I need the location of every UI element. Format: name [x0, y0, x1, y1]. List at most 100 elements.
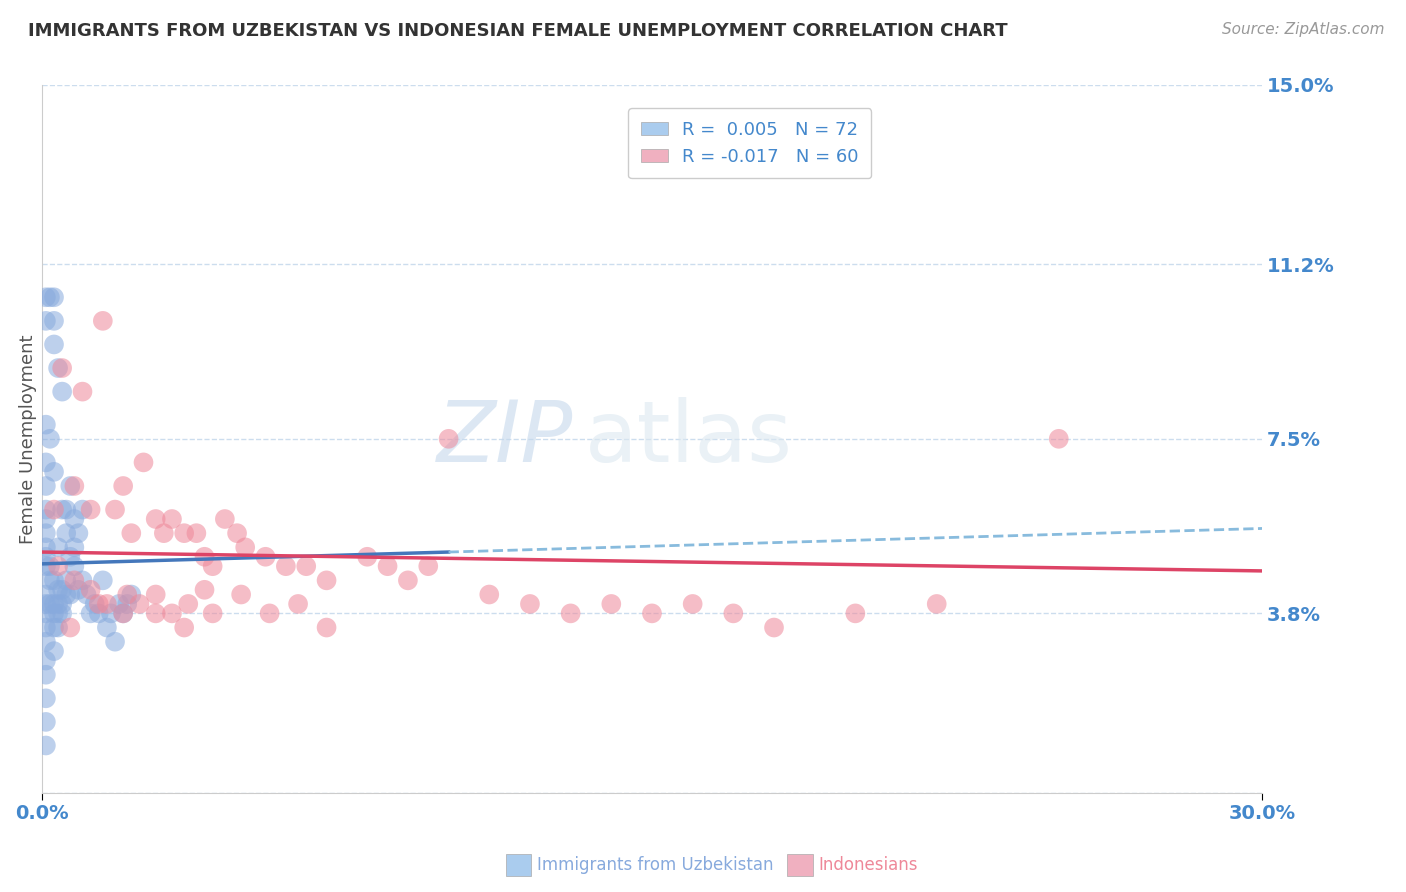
- Point: [35, 607, 58, 621]
- Point: [35, 739, 58, 753]
- Point: [35, 587, 58, 601]
- Point: [160, 512, 183, 526]
- Point: [51, 597, 73, 611]
- Point: [112, 479, 135, 493]
- Point: [72, 384, 94, 399]
- Point: [55, 526, 77, 541]
- Point: [396, 574, 419, 588]
- Point: [201, 607, 224, 621]
- Point: [35, 691, 58, 706]
- Text: Source: ZipAtlas.com: Source: ZipAtlas.com: [1222, 22, 1385, 37]
- Point: [35, 290, 58, 304]
- Point: [35, 314, 58, 328]
- Point: [160, 607, 183, 621]
- Point: [274, 559, 297, 574]
- Point: [55, 574, 77, 588]
- Y-axis label: Female Unemployment: Female Unemployment: [18, 334, 37, 543]
- Point: [1047, 432, 1070, 446]
- Point: [478, 587, 501, 601]
- Text: IMMIGRANTS FROM UZBEKISTAN VS INDONESIAN FEMALE UNEMPLOYMENT CORRELATION CHART: IMMIGRANTS FROM UZBEKISTAN VS INDONESIAN…: [28, 22, 1008, 40]
- Point: [59, 549, 82, 564]
- Point: [46, 607, 69, 621]
- Point: [79, 502, 101, 516]
- Point: [173, 621, 195, 635]
- Point: [63, 574, 86, 588]
- Point: [46, 361, 69, 376]
- Point: [112, 607, 135, 621]
- Point: [96, 597, 118, 611]
- Point: [35, 621, 58, 635]
- Point: [46, 597, 69, 611]
- Point: [59, 587, 82, 601]
- Point: [35, 597, 58, 611]
- Point: [132, 455, 155, 469]
- Point: [55, 502, 77, 516]
- Point: [35, 417, 58, 432]
- Point: [51, 607, 73, 621]
- Point: [145, 512, 167, 526]
- Point: [55, 587, 77, 601]
- Text: ZIP: ZIP: [436, 397, 572, 480]
- Point: [844, 607, 866, 621]
- Point: [100, 607, 122, 621]
- Point: [96, 621, 118, 635]
- Point: [67, 582, 90, 597]
- Point: [35, 667, 58, 681]
- Point: [35, 541, 58, 555]
- Point: [39, 597, 62, 611]
- Point: [560, 607, 582, 621]
- Point: [128, 597, 150, 611]
- Point: [115, 597, 138, 611]
- Point: [120, 587, 142, 601]
- Point: [83, 597, 105, 611]
- Point: [42, 314, 65, 328]
- Point: [35, 502, 58, 516]
- Point: [63, 559, 86, 574]
- Point: [35, 654, 58, 668]
- Point: [59, 479, 82, 493]
- Point: [42, 621, 65, 635]
- Point: [72, 502, 94, 516]
- Point: [641, 607, 664, 621]
- Point: [35, 559, 58, 574]
- Point: [377, 559, 399, 574]
- Point: [79, 582, 101, 597]
- Point: [145, 587, 167, 601]
- Point: [42, 597, 65, 611]
- Point: [46, 559, 69, 574]
- Point: [63, 541, 86, 555]
- Point: [226, 526, 249, 541]
- Point: [356, 549, 378, 564]
- Point: [35, 526, 58, 541]
- Point: [104, 502, 127, 516]
- Point: [193, 582, 215, 597]
- Point: [315, 574, 337, 588]
- Point: [42, 465, 65, 479]
- Point: [925, 597, 948, 611]
- Legend: R =  0.005   N = 72, R = -0.017   N = 60: R = 0.005 N = 72, R = -0.017 N = 60: [628, 108, 872, 178]
- Point: [51, 384, 73, 399]
- Point: [35, 634, 58, 648]
- Text: atlas: atlas: [585, 397, 793, 480]
- Point: [315, 621, 337, 635]
- Point: [186, 526, 208, 541]
- Point: [42, 644, 65, 658]
- Point: [108, 597, 131, 611]
- Point: [231, 587, 253, 601]
- Point: [723, 607, 745, 621]
- Point: [42, 337, 65, 351]
- Point: [67, 526, 90, 541]
- Point: [233, 541, 256, 555]
- Text: Immigrants from Uzbekistan: Immigrants from Uzbekistan: [537, 855, 773, 874]
- Point: [35, 455, 58, 469]
- Point: [91, 574, 114, 588]
- Point: [59, 621, 82, 635]
- Point: [91, 314, 114, 328]
- Point: [173, 526, 195, 541]
- Point: [42, 574, 65, 588]
- Point: [153, 526, 176, 541]
- Point: [51, 361, 73, 376]
- Point: [51, 582, 73, 597]
- Point: [46, 582, 69, 597]
- Point: [39, 559, 62, 574]
